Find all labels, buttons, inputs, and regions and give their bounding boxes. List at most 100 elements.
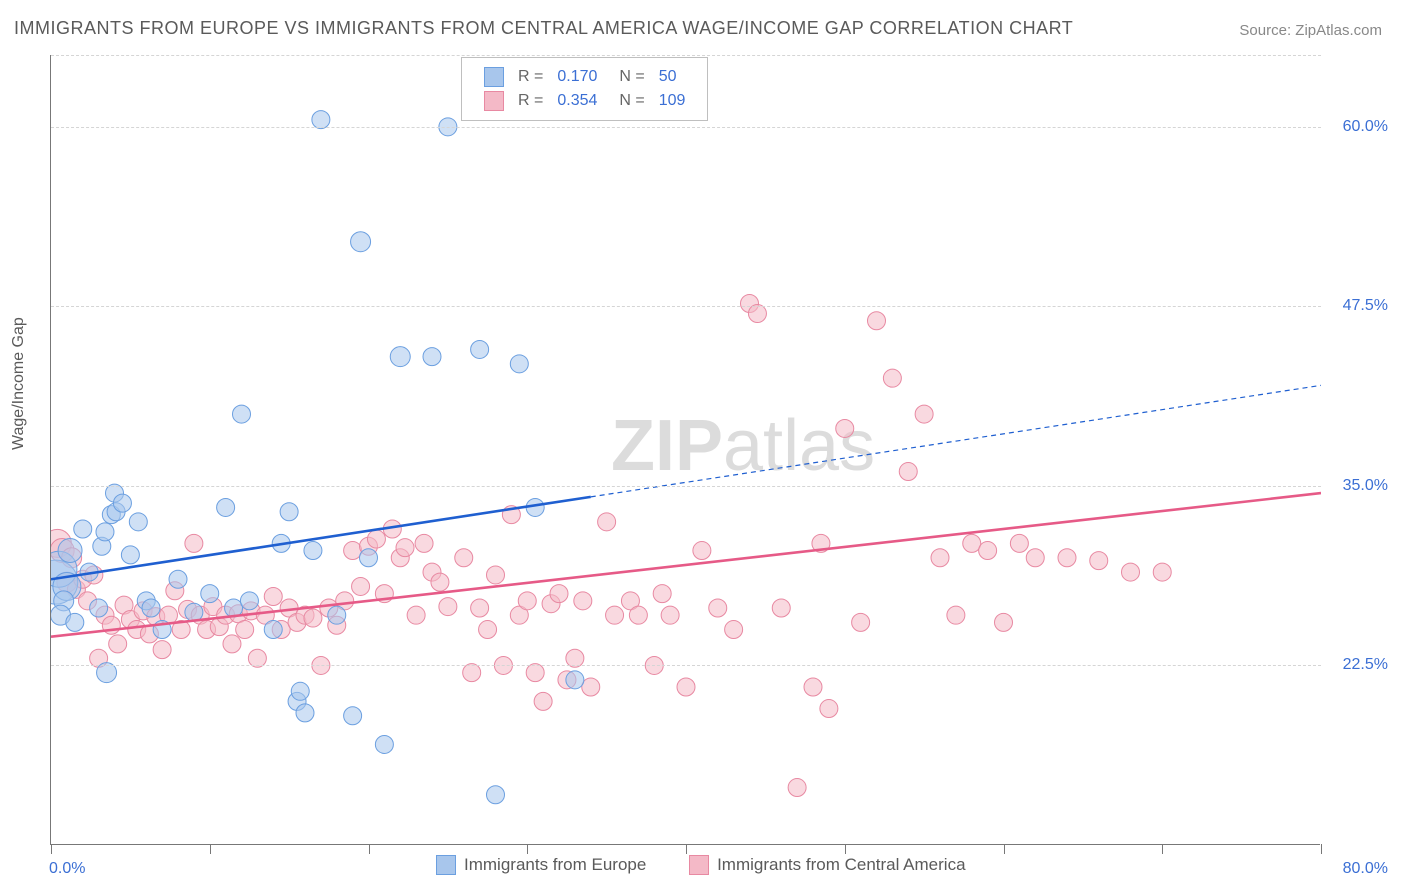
central-america-point [1153,563,1171,581]
europe-point [291,682,309,700]
y-tick-label: 47.5% [1343,297,1388,315]
central-america-point [431,573,449,591]
central-america-point [439,598,457,616]
europe-point [328,606,346,624]
europe-point [390,347,410,367]
central-america-point [653,585,671,603]
europe-point [129,513,147,531]
europe-point [58,539,82,563]
central-america-point [709,599,727,617]
europe-point [351,232,371,252]
central-america-point [550,585,568,603]
n-label-ca: N = [605,90,650,112]
n-label-europe: N = [605,66,650,88]
central-america-point [109,635,127,653]
central-america-point [574,592,592,610]
europe-point [96,523,114,541]
central-america-point [606,606,624,624]
europe-point [201,585,219,603]
legend-item-europe: Immigrants from Europe [436,855,651,874]
r-label-europe: R = [512,66,549,88]
y-axis-label: Wage/Income Gap [10,317,28,450]
europe-point [90,599,108,617]
legend-correlation-box: R = 0.170 N = 50 R = 0.354 N = 109 [461,57,708,121]
r-value-europe: 0.170 [551,66,603,88]
europe-point [233,405,251,423]
legend-row-central-america: R = 0.354 N = 109 [478,90,691,112]
central-america-point [304,609,322,627]
central-america-point [931,549,949,567]
central-america-point [264,588,282,606]
central-america-point [344,542,362,560]
central-america-point [1122,563,1140,581]
central-america-point [836,419,854,437]
central-america-point [471,599,489,617]
central-america-point [979,542,997,560]
europe-point [66,613,84,631]
europe-point [304,542,322,560]
europe-point [471,340,489,358]
scatter-plot-area: ZIPatlas R = 0.170 N = 50 R = 0.354 N = … [50,55,1320,845]
gridline [51,665,1321,666]
r-label-ca: R = [512,90,549,112]
europe-point [566,671,584,689]
gridline [51,127,1321,128]
gridline [51,486,1321,487]
central-america-point [352,577,370,595]
europe-trendline [51,497,591,579]
r-value-ca: 0.354 [551,90,603,112]
central-america-point [479,621,497,639]
central-america-point [693,542,711,560]
y-tick-label: 35.0% [1343,477,1388,495]
europe-point [344,707,362,725]
europe-point [375,735,393,753]
europe-point [113,494,131,512]
x-tick [845,844,846,854]
swatch-europe-icon [436,855,456,875]
y-tick-label: 60.0% [1343,118,1388,136]
source-value: ZipAtlas.com [1295,22,1382,39]
europe-point [510,355,528,373]
n-value-ca: 109 [653,90,692,112]
europe-point [169,570,187,588]
central-america-point [725,621,743,639]
europe-point [264,621,282,639]
swatch-central-america-icon [689,855,709,875]
x-tick [51,844,52,854]
central-america-point [661,606,679,624]
x-axis-start-label: 0.0% [49,860,85,878]
europe-trendline-extrapolated [591,385,1321,496]
legend-row-europe: R = 0.170 N = 50 [478,66,691,88]
central-america-point [677,678,695,696]
europe-point [142,599,160,617]
central-america-point [804,678,822,696]
central-america-point [455,549,473,567]
europe-point [296,704,314,722]
central-america-point [598,513,616,531]
x-axis-end-label: 80.0% [1343,860,1388,878]
europe-point [360,549,378,567]
central-america-point [236,621,254,639]
x-tick [1004,844,1005,854]
source-label: Source: [1239,22,1291,39]
central-america-point [963,534,981,552]
x-tick [1162,844,1163,854]
central-america-point [947,606,965,624]
x-tick [686,844,687,854]
central-america-point [788,779,806,797]
central-america-point [1010,534,1028,552]
gridline [51,55,1321,56]
central-america-point [1026,549,1044,567]
central-america-point [1058,549,1076,567]
central-america-point [223,635,241,653]
x-tick [1321,844,1322,854]
europe-point [280,503,298,521]
central-america-point [415,534,433,552]
central-america-point [1090,552,1108,570]
scatter-svg [51,55,1321,845]
swatch-central-america [484,91,504,111]
central-america-point [772,599,790,617]
central-america-point [407,606,425,624]
central-america-point [534,692,552,710]
legend-label-europe: Immigrants from Europe [464,855,646,874]
